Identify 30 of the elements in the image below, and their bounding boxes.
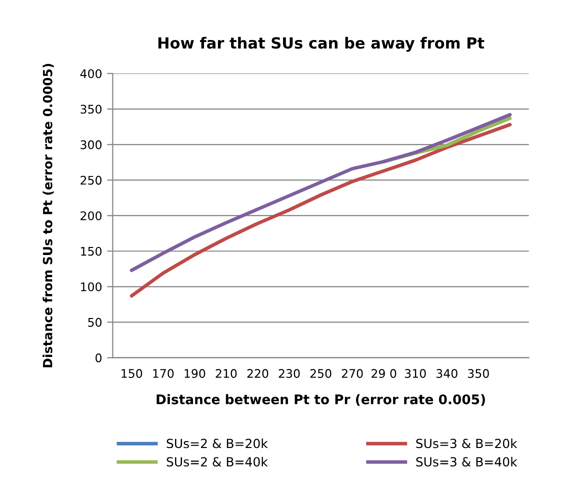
y-tick-label: 100 (81, 282, 102, 292)
x-tick-label: 310 (405, 369, 426, 378)
y-tick-label: 0 (96, 353, 102, 362)
legend-label: SUs=3 & B=20k (416, 438, 518, 448)
x-tick-label: 29 0 (372, 369, 396, 378)
line-series (130, 122, 512, 298)
chart-title: How far that SUs can be away from Pt (158, 36, 484, 52)
y-axis-title: Distance from SUs to Pt (error rate 0.0005) (42, 64, 54, 368)
y-tick-label: 50 (88, 318, 102, 327)
x-tick-label: 250 (310, 369, 332, 378)
y-tick-label: 250 (80, 176, 102, 185)
y-tick-label: 400 (80, 69, 102, 78)
legend-label: SUs=2 & B=40k (166, 456, 268, 467)
x-tick-label: 220 (247, 369, 268, 378)
legend-label: SUs=3 & B=40k (416, 456, 518, 467)
x-axis-title: Distance between Pt to Pr (error rate 0.005) (156, 394, 485, 406)
x-tick-label: 340 (436, 369, 458, 378)
y-tick-label: 150 (81, 246, 102, 256)
legend-label: SUs=2 & B=20k (166, 438, 268, 448)
line-series (130, 112, 512, 272)
y-tick-label: 350 (80, 104, 102, 114)
x-tick-label: 350 (468, 369, 489, 378)
x-tick-label: 150 (122, 369, 142, 378)
x-tick-label: 270 (342, 369, 363, 378)
x-tick-label: 190 (184, 369, 206, 378)
y-tick-label: 300 (80, 140, 102, 150)
x-tick-label: 170 (153, 369, 174, 378)
x-tick-label: 210 (216, 369, 237, 378)
y-tick-label: 200 (80, 211, 102, 220)
x-tick-label: 230 (278, 369, 300, 378)
